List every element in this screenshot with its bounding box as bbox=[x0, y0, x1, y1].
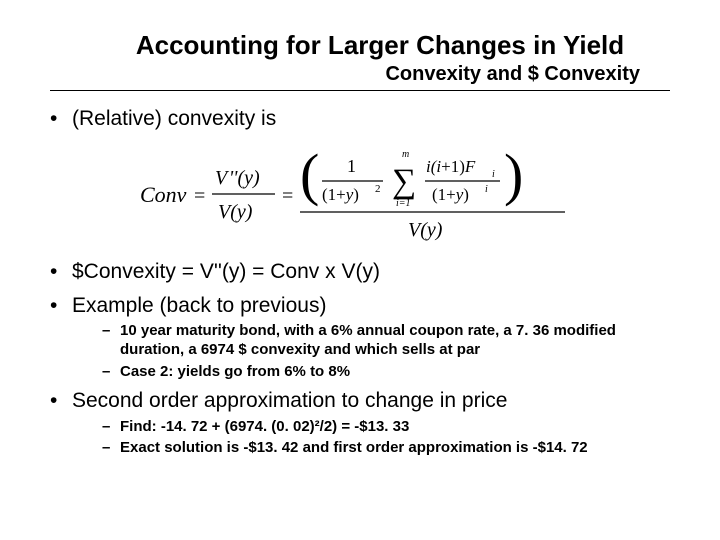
f-fi: i bbox=[492, 169, 495, 180]
f-oneplusy2: (1+y) bbox=[322, 185, 359, 204]
bullet-3-sub-1: 10 year maturity bond, with a 6% annual … bbox=[102, 321, 680, 360]
bullet-list-2: $Convexity = V''(y) = Conv x V(y) Exampl… bbox=[40, 258, 680, 457]
bullet-3-sublist: 10 year maturity bond, with a 6% annual … bbox=[72, 321, 680, 382]
bullet-list: (Relative) convexity is bbox=[40, 105, 680, 132]
f-expi: i bbox=[485, 184, 488, 195]
f-eq1: = bbox=[194, 185, 205, 207]
bullet-4-sub-1: Find: -14. 72 + (6974. (0. 02)²/2) = -$1… bbox=[102, 417, 680, 437]
bullet-4-text: Second order approximation to change in … bbox=[72, 389, 507, 412]
bullet-3-text: Example (back to previous) bbox=[72, 294, 326, 317]
formula-convexity: Conv = V ''(y) V(y) = V(y) ( 1 (1+y) 2 ∑… bbox=[140, 144, 680, 244]
f-eq2: = bbox=[282, 185, 293, 207]
f-vy2: V(y) bbox=[408, 219, 443, 241]
f-numr: i(i+1)F bbox=[426, 157, 476, 176]
formula-svg: Conv = V ''(y) V(y) = V(y) ( 1 (1+y) 2 ∑… bbox=[140, 144, 570, 244]
bullet-4-sublist: Find: -14. 72 + (6974. (0. 02)²/2) = -$1… bbox=[72, 417, 680, 458]
f-one: 1 bbox=[347, 156, 356, 176]
f-oneplusyi: (1+y) bbox=[432, 185, 469, 204]
f-conv: Conv bbox=[140, 182, 187, 207]
slide-subtitle: Convexity and $ Convexity bbox=[40, 63, 680, 90]
slide-title: Accounting for Larger Changes in Yield bbox=[80, 30, 680, 61]
f-sigma: ∑ bbox=[392, 163, 416, 200]
f-sigup: m bbox=[402, 149, 409, 160]
bullet-4-sub-2: Exact solution is -$13. 42 and first ord… bbox=[102, 438, 680, 458]
bullet-2: $Convexity = V''(y) = Conv x V(y) bbox=[50, 258, 680, 285]
bullet-4: Second order approximation to change in … bbox=[50, 387, 680, 457]
f-vy1: V(y) bbox=[218, 201, 253, 223]
bullet-3: Example (back to previous) 10 year matur… bbox=[50, 292, 680, 382]
f-vpp: V ''(y) bbox=[215, 167, 260, 189]
bullet-1: (Relative) convexity is bbox=[50, 105, 680, 132]
f-sq: 2 bbox=[375, 183, 381, 195]
title-divider bbox=[50, 90, 670, 91]
f-rparen: ) bbox=[504, 144, 523, 207]
f-lparen: ( bbox=[300, 144, 319, 207]
bullet-3-sub-2: Case 2: yields go from 6% to 8% bbox=[102, 362, 680, 382]
f-siglow: i=1 bbox=[396, 198, 411, 209]
